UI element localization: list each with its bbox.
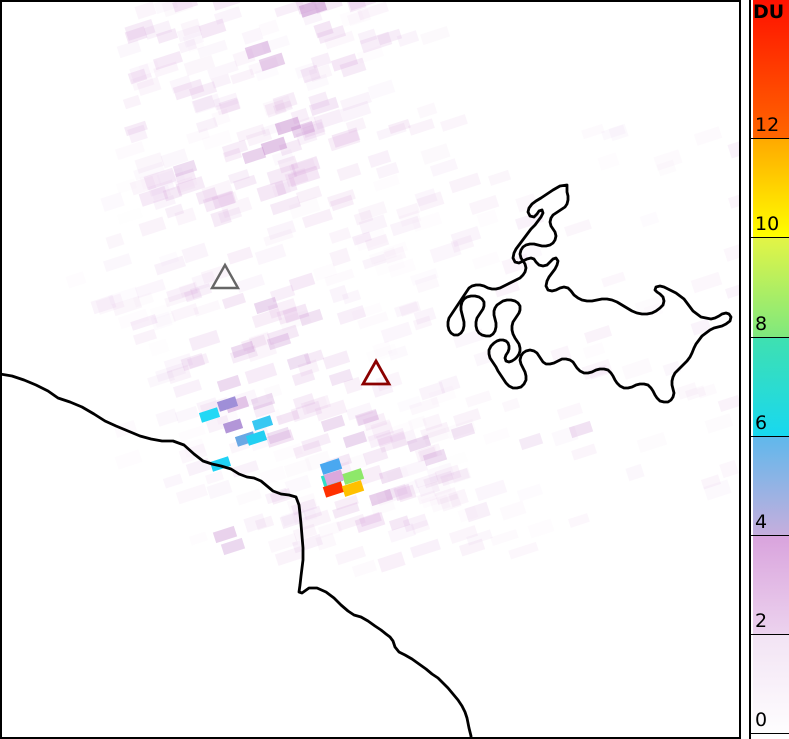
colorbar-tick-label-0: 0 [755,709,768,731]
colorbar-gradient: 12 10 8 6 4 2 0 [749,0,789,739]
coastline-layer [0,183,733,739]
volcano-marker-layer [209,262,392,386]
colorbar-tick-line-4 [751,535,789,536]
colorbar-tick-label-12: 12 [755,114,780,136]
colorbar-segment-4-6 [753,436,789,535]
colorbar-segment-6-8 [753,337,789,436]
coastline-mainland [0,372,473,739]
colorbar-tick-label-2: 2 [755,610,768,632]
colorbar-segment-2-4 [753,535,789,634]
colorbar-tick-line-8 [751,337,789,338]
map-panel[interactable] [0,0,741,739]
colorbar-tick-label-6: 6 [755,412,768,434]
volcano-marker-grey[interactable] [209,262,241,290]
colorbar-tick-label-4: 4 [755,511,768,533]
colorbar-tick-line-0 [751,733,789,734]
colorbar-tick-line-12 [751,138,789,139]
coastline-island [446,183,733,404]
colorbar-tick-label-10: 10 [755,213,780,235]
colorbar-segment-8-10 [753,237,789,337]
volcano-marker-red[interactable] [360,358,392,386]
colorbar-tick-line-2 [751,634,789,635]
colorbar[interactable]: 12 10 8 6 4 2 0 DU [749,0,789,739]
colorbar-segment-12+ [753,0,789,138]
colorbar-segment-0-2 [753,634,789,739]
colorbar-tick-line-6 [751,436,789,437]
colorbar-tick-line-10 [751,237,789,238]
colorbar-tick-label-8: 8 [755,313,768,335]
colorbar-unit-label: DU [753,1,785,23]
colorbar-segment-10-12 [753,138,789,237]
